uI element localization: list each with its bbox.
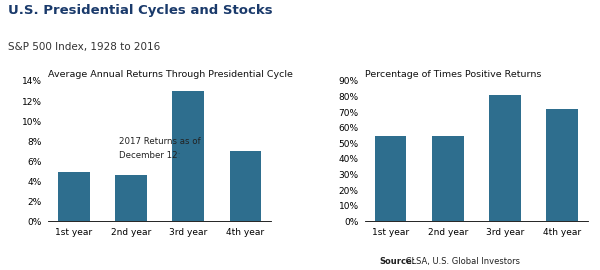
Bar [115,175,147,221]
Text: U.S. Presidential Cycles and Stocks: U.S. Presidential Cycles and Stocks [8,4,272,17]
Bar [375,136,406,221]
Bar [58,172,89,221]
Bar [489,95,521,221]
Text: CLSA, U.S. Global Investors: CLSA, U.S. Global Investors [403,257,520,266]
Text: S&P 500 Index, 1928 to 2016: S&P 500 Index, 1928 to 2016 [8,42,160,52]
Bar [547,109,578,221]
Text: Source:: Source: [379,257,415,266]
Bar [432,136,464,221]
Text: Average Annual Returns Through Presidential Cycle: Average Annual Returns Through President… [48,70,293,79]
Text: 2017 Returns as of: 2017 Returns as of [119,137,201,146]
Text: December 12:: December 12: [119,151,184,160]
Bar [172,91,204,221]
Text: 19%: 19% [175,151,194,160]
Bar [230,151,261,221]
Text: Percentage of Times Positive Returns: Percentage of Times Positive Returns [365,70,541,79]
